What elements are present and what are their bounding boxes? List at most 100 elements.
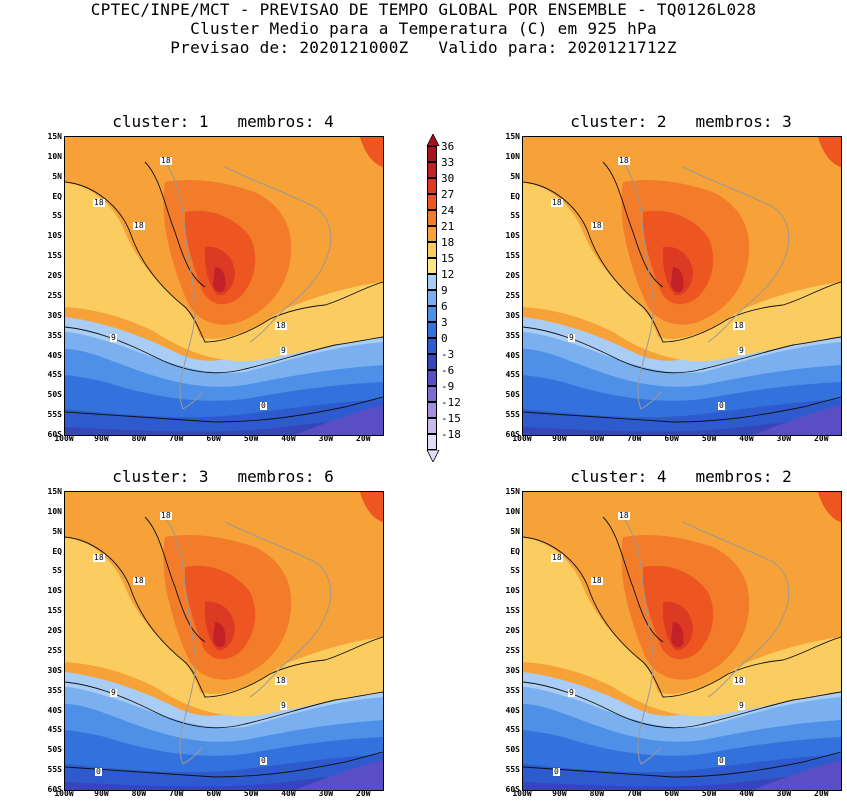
lon-axis: 100W 90W 80W 70W 60W 50W 40W 30W 20W: [512, 434, 842, 445]
colorbar-swatch: [427, 274, 437, 290]
contour-label: 18: [160, 511, 172, 520]
lat-tick-label: 20S: [505, 626, 520, 636]
colorbar-swatch: [427, 178, 437, 194]
lat-tick-label: 55S: [47, 765, 62, 775]
contour-label: 18: [133, 576, 145, 585]
contour-label: 9: [280, 346, 287, 355]
lat-tick-label: 5S: [52, 566, 62, 576]
colorbar-swatch: [427, 194, 437, 210]
colorbar-arrow-bottom: [426, 450, 440, 462]
band-minus3-0: [523, 772, 841, 790]
lat-tick-label: 35S: [505, 330, 520, 340]
map-canvas: [523, 137, 841, 435]
lat-tick-label: 20S: [505, 271, 520, 281]
contour-label: 18: [93, 553, 105, 562]
header-subtitle: Cluster Medio para a Temperatura (C) em …: [190, 19, 657, 38]
lon-tick-label: 60W: [664, 789, 679, 798]
temperature-map: 18 18 18 18 9 9 0: [522, 136, 842, 436]
panel-title: cluster: 2 membros: 3: [570, 112, 792, 131]
lon-axis: 100W 90W 80W 70W 60W 50W 40W 30W 20W: [54, 434, 384, 445]
band-minus6: [753, 760, 841, 790]
contour-18: [65, 536, 383, 698]
contour-18: [523, 536, 841, 698]
contour-label: 18: [551, 553, 563, 562]
band-minus3-0: [65, 772, 383, 790]
band-33-36: [671, 267, 684, 293]
contour-label: 9: [738, 346, 745, 355]
lon-tick-label: 90W: [552, 434, 567, 443]
contour-label: 0: [553, 767, 560, 776]
colorbar-label: 18: [441, 236, 455, 249]
contour-0: [523, 751, 841, 778]
lat-tick-label: 15N: [505, 487, 520, 496]
lon-tick-label: 70W: [627, 434, 642, 443]
lon-axis: 100W 90W 80W 70W 60W 50W 40W 30W 20W: [54, 789, 384, 800]
contour-9: [523, 326, 841, 374]
colorbar-label: 6: [441, 300, 448, 313]
lon-tick-label: 60W: [206, 434, 221, 443]
header-dates: Previsao de: 2020121000Z Valido para: 20…: [170, 38, 677, 57]
lat-tick-label: 30S: [47, 665, 62, 675]
lat-tick-label: 10S: [47, 231, 62, 241]
colorbar-label: -15: [441, 412, 461, 425]
lon-tick-label: 80W: [131, 434, 147, 443]
colorbar-label: 15: [441, 252, 455, 265]
colorbar-label: -18: [441, 428, 461, 441]
contour-0: [523, 396, 841, 423]
lat-tick-label: 40S: [505, 705, 520, 715]
lat-axis: 15N 10N 5N EQ 5S 10S 15S 20S 25S 30S 35S 40S 45S 50S 5…: [24, 487, 62, 794]
colorbar-label: -9: [441, 380, 455, 393]
colorbar-swatch: [427, 338, 437, 354]
lon-tick-label: 100W: [54, 789, 74, 798]
coastline: [622, 161, 790, 410]
colorbar-label: 33: [441, 156, 455, 169]
colorbar-swatch: [427, 162, 437, 178]
colorbar-legend: 36 33 30 27 24 21 18 15 12 9 6 3 0 -3 -6 -9 -12 -15 -18: [425, 134, 485, 462]
lat-tick-label: 40S: [47, 350, 62, 360]
lat-tick-label: 30S: [505, 665, 520, 675]
lat-tick-label: 45S: [47, 370, 62, 380]
contour-label: 9: [738, 701, 745, 710]
lat-tick-label: 25S: [47, 290, 62, 300]
contour-18-andes: [144, 161, 206, 288]
lon-axis: 100W 90W 80W 70W 60W 50W 40W 30W 20W: [512, 789, 842, 800]
lat-tick-label: 15N: [505, 132, 520, 141]
lat-tick-label: 30S: [47, 310, 62, 320]
colorbar-swatch: [427, 258, 437, 274]
lat-tick-label: 10N: [505, 151, 520, 161]
lon-tick-label: 30W: [318, 434, 334, 443]
colorbar-arrow-top: [426, 134, 440, 146]
contour-label: 18: [133, 221, 145, 230]
lat-tick-label: 45S: [505, 725, 520, 735]
lat-tick-label: 60S: [505, 430, 520, 439]
temperature-map: 18 18 18 18 9 9 0: [64, 136, 384, 436]
colorbar-swatch: [427, 434, 437, 450]
contour-label: 0: [260, 756, 267, 765]
lat-tick-label: EQ: [52, 191, 62, 201]
panel-title: cluster: 3 membros: 6: [112, 467, 334, 486]
lat-tick-label: 10N: [505, 506, 520, 516]
band-18-21: [523, 182, 841, 362]
contour-18-andes: [602, 516, 664, 643]
lon-tick-label: 90W: [94, 789, 109, 798]
lat-tick-label: 60S: [47, 785, 62, 794]
contour-18: [523, 181, 841, 343]
band-warm-ne: [360, 137, 383, 167]
colorbar-swatch: [427, 210, 437, 226]
colorbar-swatch: [427, 226, 437, 242]
band-warm-ne: [818, 492, 841, 522]
contour-label: 0: [260, 401, 267, 410]
contour-label: 18: [93, 198, 105, 207]
lat-tick-label: 35S: [47, 685, 62, 695]
band-33-36: [213, 267, 226, 293]
coastline: [164, 516, 332, 765]
coastline: [622, 516, 790, 765]
lon-tick-label: 100W: [512, 789, 532, 798]
map-canvas: [523, 492, 841, 790]
lon-tick-label: 80W: [131, 789, 147, 798]
band-warm-ne: [818, 137, 841, 167]
lat-tick-label: 15N: [47, 487, 62, 496]
colorbar-swatch: [427, 146, 437, 162]
lat-tick-label: 10N: [47, 151, 62, 161]
lon-tick-label: 30W: [776, 789, 792, 798]
